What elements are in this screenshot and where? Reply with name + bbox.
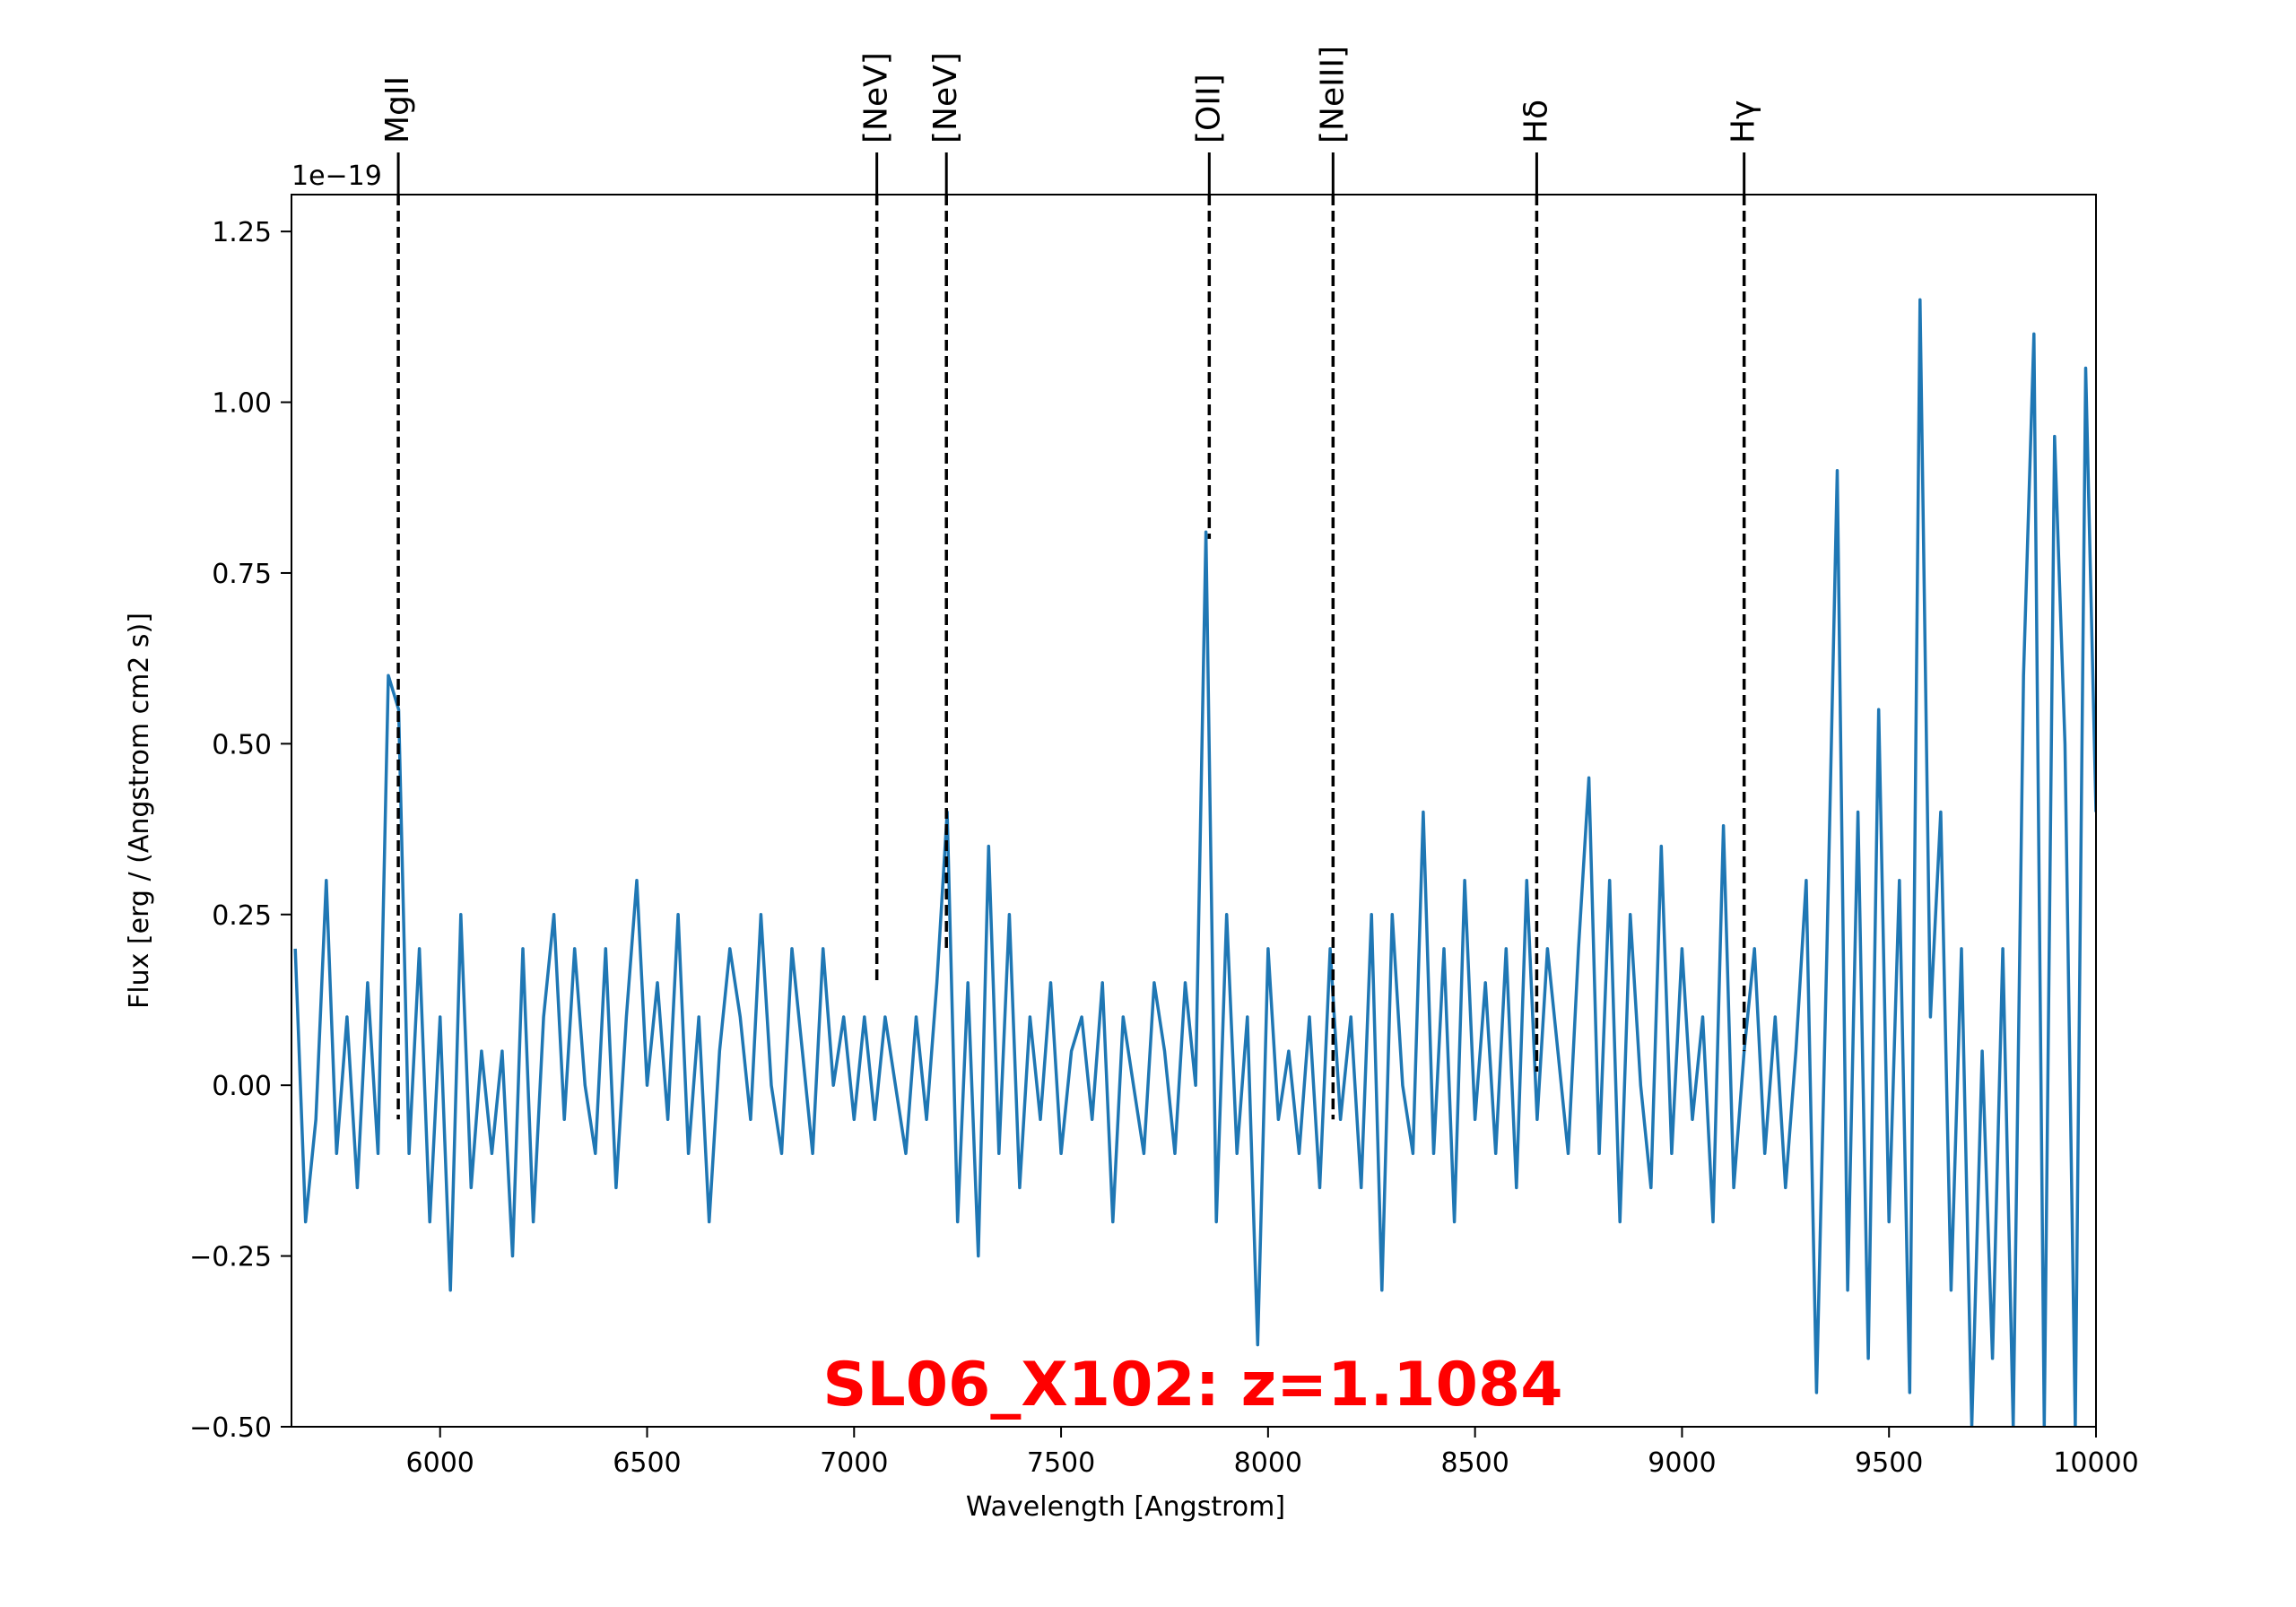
x-tick-label: 7000 [820, 1447, 888, 1479]
x-tick-label: 9000 [1648, 1447, 1716, 1479]
x-tick-label: 8500 [1440, 1447, 1509, 1479]
y-axis-label: Flux [erg / (Angstrom cm2 s)] [124, 612, 155, 1009]
y-tick-label: 0.50 [212, 729, 272, 760]
x-tick-label: 9500 [1855, 1447, 1923, 1479]
y-tick-label: 1.25 [212, 217, 272, 248]
y-tick-label: 0.75 [212, 559, 272, 590]
line-label: [NeV] [858, 52, 895, 143]
y-tick-label: 1.00 [212, 388, 272, 420]
x-tick-label: 8000 [1234, 1447, 1302, 1479]
line-label: [NeV] [927, 52, 964, 143]
line-label: MgII [379, 76, 416, 143]
x-tick-label: 6000 [406, 1447, 474, 1479]
line-label: [NeIII] [1314, 46, 1351, 143]
line-label: Hδ [1518, 100, 1554, 143]
x-axis-label: Wavelength [Angstrom] [966, 1491, 1285, 1523]
y-tick-label: 0.25 [212, 900, 272, 932]
spectrum-line [293, 298, 2096, 1427]
y-tick-label: −0.25 [189, 1242, 272, 1273]
x-tick-label: 6500 [613, 1447, 681, 1479]
offset-text: 1e−19 [291, 161, 382, 192]
x-tick-label: 10000 [2053, 1447, 2138, 1479]
plot-frame [291, 194, 2097, 1428]
y-tick-label: −0.50 [189, 1412, 272, 1444]
line-label: Hγ [1726, 100, 1762, 143]
annotation: SL06_X102: z=1.1084 [822, 1350, 1562, 1420]
x-tick-label: 7500 [1027, 1447, 1095, 1479]
y-tick-label: 0.00 [212, 1071, 272, 1102]
line-label: [OII] [1190, 74, 1227, 143]
